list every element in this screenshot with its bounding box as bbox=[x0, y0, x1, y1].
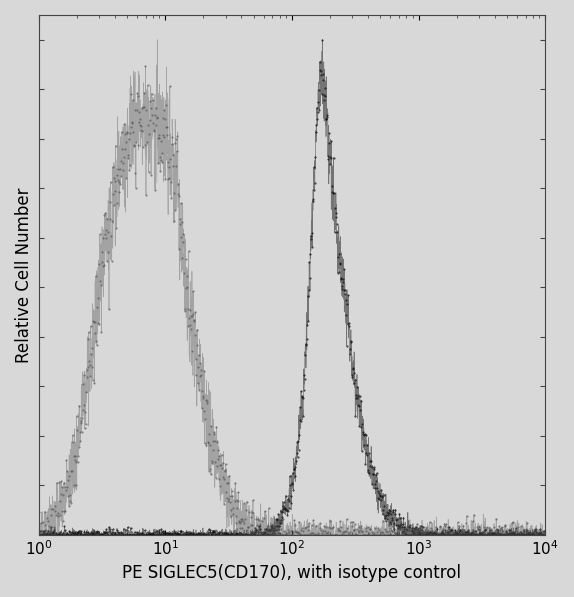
Y-axis label: Relative Cell Number: Relative Cell Number bbox=[15, 187, 33, 363]
X-axis label: PE SIGLEC5(CD170), with isotype control: PE SIGLEC5(CD170), with isotype control bbox=[122, 564, 461, 582]
